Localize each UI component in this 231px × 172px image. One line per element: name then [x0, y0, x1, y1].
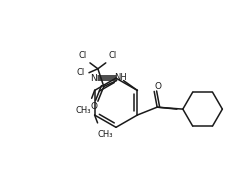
Text: N: N	[90, 74, 96, 83]
Text: CH₃: CH₃	[97, 130, 113, 139]
Text: Cl: Cl	[108, 51, 116, 61]
Text: O: O	[154, 82, 161, 91]
Text: CH₃: CH₃	[76, 106, 91, 115]
Text: Cl: Cl	[79, 51, 87, 61]
Text: NH: NH	[114, 73, 126, 82]
Text: Cl: Cl	[77, 68, 85, 77]
Text: O: O	[90, 102, 97, 111]
